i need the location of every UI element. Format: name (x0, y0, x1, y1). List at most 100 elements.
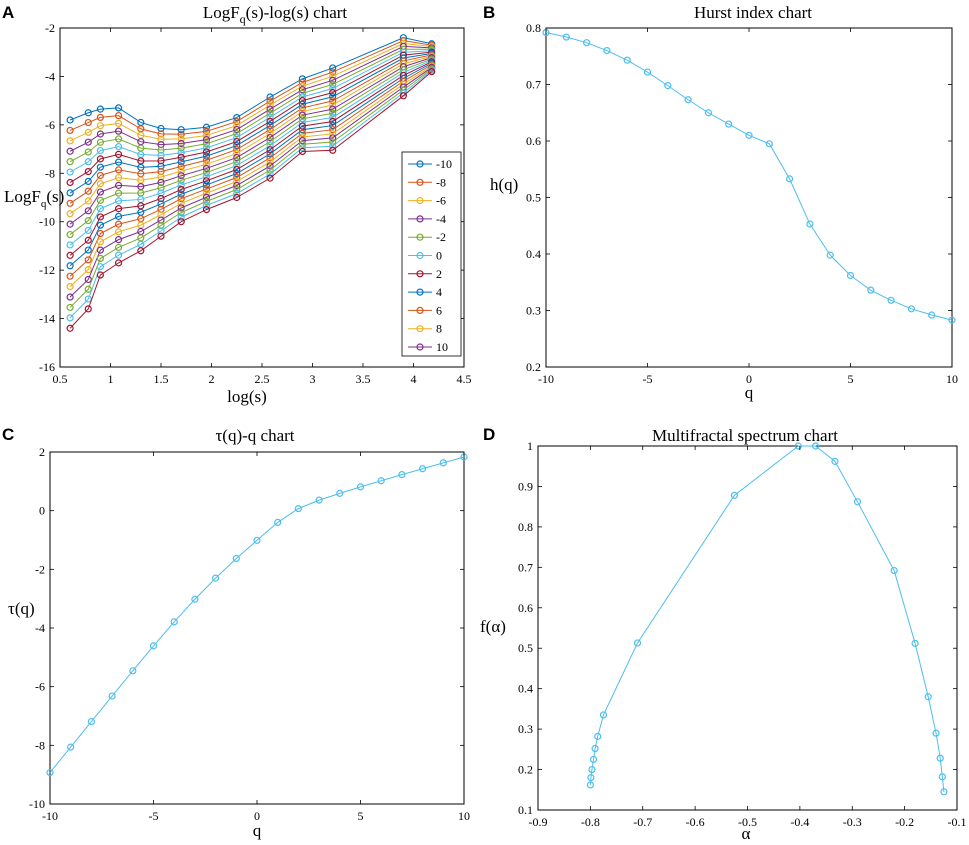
series-q-6-point (114, 135, 123, 143)
legend-marker (416, 288, 424, 296)
series-q-4-point (177, 153, 185, 161)
series-q-1-point (233, 149, 241, 158)
series-q7-point (157, 216, 165, 224)
y-tick-label: 0.4 (518, 682, 533, 696)
panel-b-series-point (948, 316, 956, 324)
series-q-6-point (266, 109, 274, 117)
series-q9-point (266, 170, 274, 178)
series-q10-point (329, 146, 337, 154)
series-q-3-point (96, 163, 105, 171)
series-q3-point (266, 146, 274, 154)
series-q-3-point (329, 93, 337, 101)
series-q-4-point (157, 157, 165, 165)
y-tick-label: -6 (45, 118, 55, 132)
panel-c-series-point (315, 496, 323, 504)
series-q-1-point (84, 197, 92, 205)
series-q-4-point (202, 148, 211, 156)
panel-b-series-point (664, 82, 672, 90)
x-tick-label: 4.5 (457, 372, 472, 386)
x-tick-label: -0.4 (790, 815, 809, 829)
series-q1-point (202, 168, 211, 177)
panel-d-letter: D (483, 425, 495, 444)
series-q5-point (202, 185, 211, 193)
panel-c-series-point (356, 483, 365, 491)
series-q-8-point (157, 135, 165, 143)
panel-c-series-line (49, 456, 465, 773)
series-q-4-point (84, 167, 92, 176)
panel-d-series-point (588, 765, 596, 774)
panel-c-series-point (294, 505, 302, 513)
legend-label: 0 (436, 249, 442, 263)
series-q-10-point (266, 93, 274, 101)
y-tick-label: -8 (45, 166, 55, 180)
x-tick-label: -0.5 (738, 815, 757, 829)
panel-a-letter: A (2, 3, 14, 22)
panel-a-legend: -10 -8 -6 -4 -2 0 2 4 6 8 10 (401, 151, 462, 357)
y-tick-label: 0.5 (518, 641, 533, 655)
series-q-4-point (233, 137, 241, 146)
series-q0-point (177, 172, 185, 180)
series-q6-point (84, 266, 92, 274)
series-q7-point (329, 134, 337, 142)
panel-b-title: Hurst index chart (694, 3, 812, 22)
panel-c-series-point (439, 459, 447, 467)
series-q10-point (96, 271, 105, 279)
series-q1-point (233, 157, 241, 166)
panel-c-series-point (253, 536, 261, 544)
series-q-8-point (96, 122, 105, 130)
panel-d-series-point (811, 442, 820, 450)
series-q-1-point (96, 180, 105, 188)
panel-c-series-point (419, 465, 427, 473)
y-tick-label: 1 (527, 439, 533, 453)
panel-b-series-point (684, 96, 692, 104)
series-q6-point (157, 211, 165, 219)
panel-c-series-point (212, 574, 220, 582)
series-q-5-point (96, 146, 105, 155)
series-q-2-point (233, 145, 241, 154)
legend-label: -8 (436, 175, 446, 189)
panel-b-letter: B (483, 3, 495, 22)
series-q8-point (84, 285, 92, 293)
series-q6-point (202, 189, 211, 197)
panel-b-series-point (846, 271, 855, 280)
series-q10-point (177, 218, 185, 226)
series-q10-point (137, 247, 145, 255)
series-q1-point (157, 184, 165, 192)
panel-c-series-point (67, 743, 75, 751)
series-q-7-point (114, 127, 123, 135)
panel-b-series-point (582, 39, 591, 47)
panel-c-series-point (274, 518, 282, 527)
y-tick-label: 0.3 (518, 722, 533, 736)
x-tick-label: 2 (209, 372, 215, 386)
series-q-7-point (233, 125, 241, 134)
series-q1-point (266, 138, 274, 146)
series-q0-point (298, 111, 306, 119)
series-q1-point (329, 109, 337, 117)
panel-b-ylabel: h(q) (490, 175, 518, 194)
series-q5-point (329, 126, 337, 134)
series-q-6-point (233, 129, 241, 138)
series-q4-point (298, 126, 306, 134)
panel-d-series-point (591, 744, 599, 753)
series-q0-point (233, 153, 241, 162)
series-q-5-point (84, 158, 92, 166)
series-q-7-point (266, 105, 274, 113)
series-q1-point (298, 115, 306, 123)
legend-label: -10 (436, 157, 452, 171)
legend-marker (416, 325, 424, 333)
y-tick-label: 0.6 (518, 601, 533, 615)
panel-b-series-group (542, 28, 956, 324)
series-q-9-point (114, 112, 123, 120)
x-tick-label: -5 (149, 809, 159, 823)
series-q-10-point (329, 64, 337, 72)
series-q6-point (266, 158, 274, 166)
series-q-10-point (233, 113, 241, 122)
series-q-4-point (298, 97, 306, 105)
series-q-3-point (233, 141, 241, 150)
legend-marker (416, 270, 424, 278)
series-q-6-point (298, 89, 306, 97)
legend-marker (416, 251, 424, 260)
panel-d-series-point (932, 729, 940, 737)
series-q0-point (96, 188, 105, 196)
series-q-4-point (329, 89, 337, 97)
